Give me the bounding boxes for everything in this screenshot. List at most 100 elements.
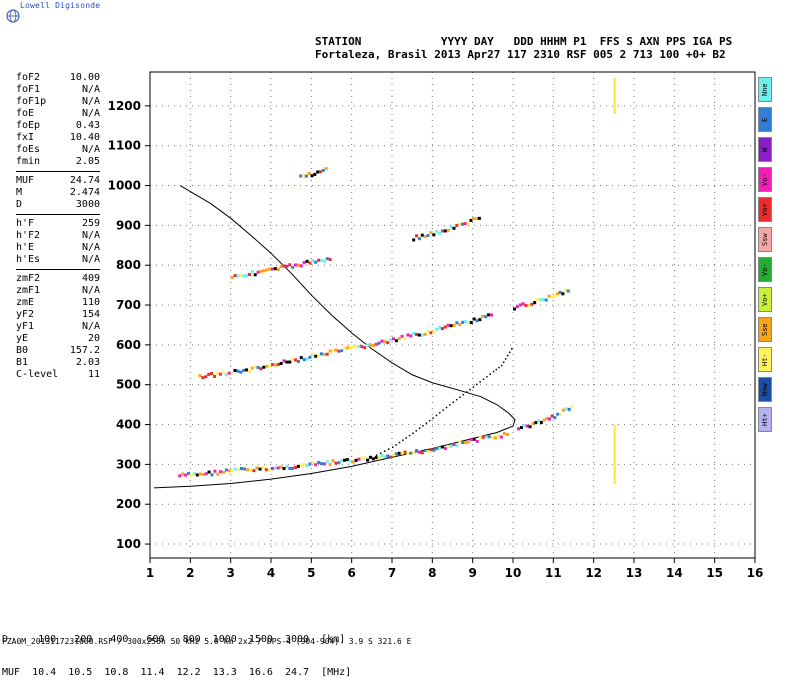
echo-pixel — [461, 320, 465, 324]
echo-pixel — [236, 468, 240, 472]
param-name: foF1p — [16, 96, 47, 107]
echo-pixel — [545, 416, 549, 420]
trace-dot — [392, 446, 394, 448]
y-tick-label: 1200 — [108, 99, 141, 113]
echo-pixel — [195, 473, 199, 477]
echo-pixel — [310, 174, 314, 178]
echo-pixel — [210, 371, 214, 375]
legend-entry: Ht- — [758, 347, 772, 372]
echo-pixel — [366, 458, 370, 462]
echo-pixel — [273, 466, 277, 470]
trace-dot — [405, 437, 407, 439]
echo-pixel — [187, 471, 191, 475]
echo-pixel — [340, 459, 344, 463]
echo-pixel — [239, 467, 243, 471]
echo-pixel — [313, 172, 317, 176]
echo-pixel — [567, 407, 571, 411]
echo-pixel — [314, 354, 318, 358]
echo-pixel — [305, 259, 309, 263]
echo-pixel — [458, 439, 462, 443]
trace-dot — [455, 398, 458, 401]
echo-pixel — [534, 421, 538, 425]
echo-pixel — [216, 372, 219, 376]
echo-pixel — [528, 425, 532, 429]
trace-dot — [418, 427, 421, 429]
echo-pixel — [273, 267, 277, 271]
x-tick-label: 14 — [666, 566, 683, 580]
echo-pixel — [189, 473, 193, 477]
echo-pixel — [271, 466, 274, 470]
globe-icon — [6, 8, 20, 23]
echo-pixel — [386, 341, 390, 345]
param-name: foE — [16, 108, 35, 119]
echo-pixel — [536, 297, 540, 301]
echo-pixel — [426, 234, 430, 238]
trace-dot — [506, 354, 509, 357]
echo-pixel — [429, 448, 433, 452]
echo-pixel — [296, 263, 300, 267]
echo-pixel — [299, 264, 303, 268]
trace-dot — [398, 441, 401, 444]
echo-pixel — [426, 329, 430, 333]
echo-pixel — [299, 356, 303, 360]
echo-pixel — [204, 375, 208, 379]
echo-pixel — [334, 348, 338, 352]
echo-pixel — [412, 238, 416, 242]
echo-pixel — [513, 307, 516, 311]
echo-pixel — [499, 435, 503, 439]
echo-pixel — [469, 321, 473, 325]
echo-pixel — [219, 470, 223, 474]
echo-pixel — [291, 357, 295, 361]
trace-dot — [465, 391, 468, 393]
echo-pixel — [305, 357, 309, 361]
echo-pixel — [400, 334, 404, 338]
y-tick-label: 900 — [116, 218, 141, 232]
echo-pixel — [247, 273, 251, 277]
echo-pixel — [440, 229, 444, 233]
echo-pixel — [360, 456, 364, 460]
y-tick-label: 800 — [116, 258, 141, 272]
echo-pixel — [282, 264, 286, 268]
echo-pixel — [317, 258, 321, 262]
echo-pixel — [409, 334, 413, 338]
echo-pixel — [253, 273, 257, 277]
x-tick-label: 6 — [347, 566, 355, 580]
echo-pixel — [279, 264, 283, 268]
trace-dot — [479, 381, 481, 383]
echo-pixel — [435, 327, 439, 331]
echo-pixel — [236, 274, 240, 278]
echo-pixel — [394, 452, 398, 456]
param-name: zmE — [16, 297, 35, 308]
echo-pixel — [230, 469, 234, 473]
echo-pixel — [178, 474, 182, 478]
x-tick-label: 12 — [585, 566, 602, 580]
echo-pixel — [403, 336, 407, 340]
echo-pixel — [368, 455, 372, 459]
param-name: zmF1 — [16, 285, 41, 296]
echo-pixel — [201, 473, 205, 477]
trace-dot — [387, 448, 390, 450]
echo-pixel — [285, 360, 289, 364]
echo-pixel — [256, 270, 260, 274]
echo-pixel — [354, 458, 358, 462]
echo-pixel — [487, 313, 491, 317]
echo-pixel — [463, 222, 467, 226]
trace-dot — [504, 358, 507, 360]
echo-pixel — [556, 412, 560, 416]
echo-pixel — [564, 288, 568, 292]
echo-pixel — [181, 472, 185, 476]
param-name: yF1 — [16, 321, 35, 332]
echo-pixel — [489, 313, 493, 317]
echo-pixel — [455, 321, 459, 325]
param-name: MUF — [16, 175, 35, 186]
echo-pixel — [472, 217, 476, 221]
echo-pixel — [279, 465, 283, 469]
param-name: fxI — [16, 132, 35, 143]
trace-dot — [383, 450, 386, 452]
echo-pixel — [377, 341, 381, 345]
echo-pixel — [542, 418, 546, 422]
echo-pixel — [429, 231, 433, 235]
trace-dot — [482, 378, 485, 381]
param-row: B0 157.2 — [16, 345, 100, 357]
echo-pixel — [493, 436, 497, 440]
